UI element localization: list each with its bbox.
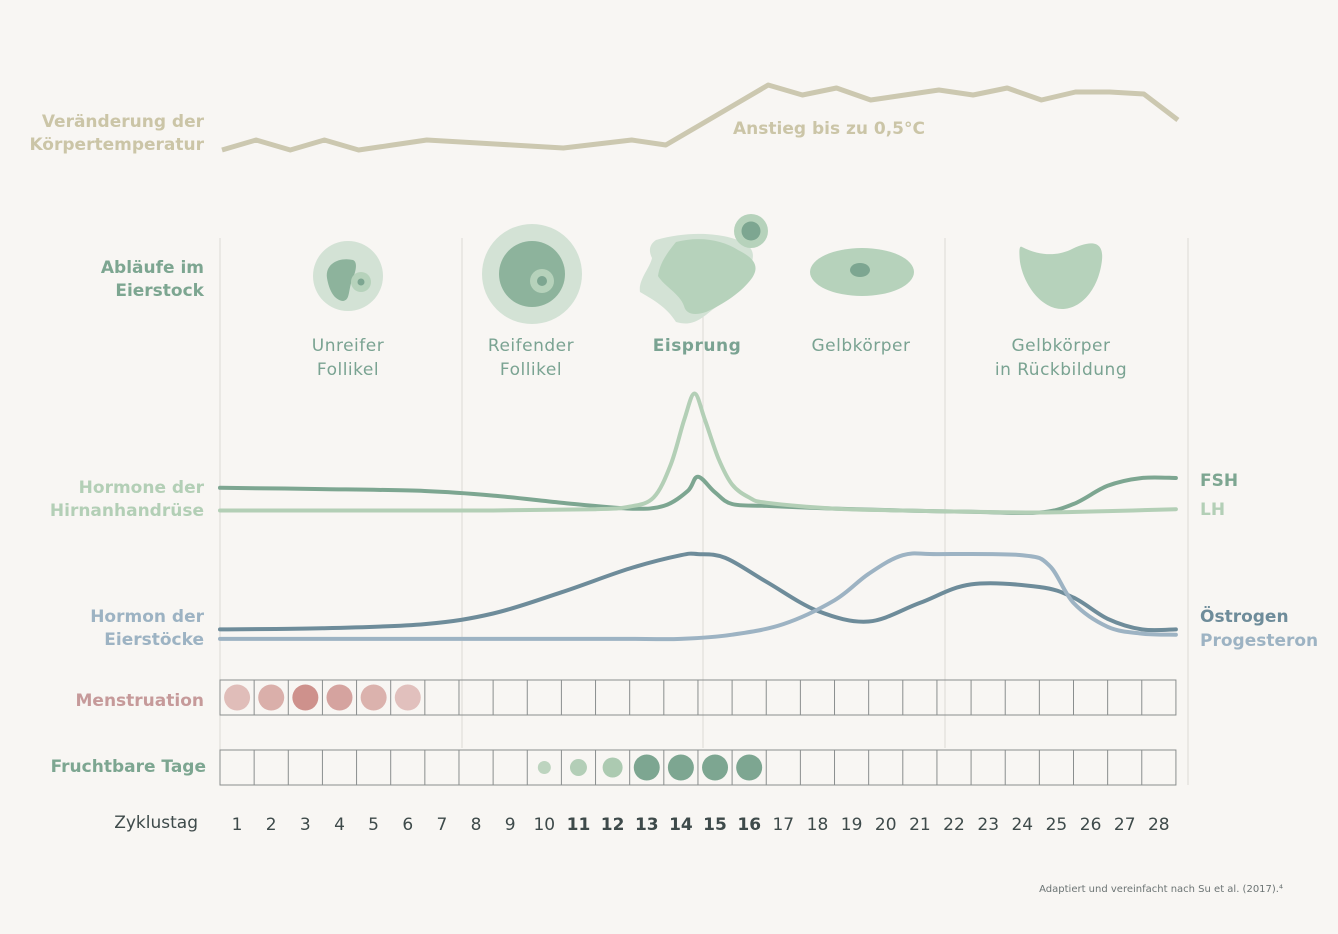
day-tick-label: 16 [737,815,761,835]
fertile-dot [633,754,660,781]
day-tick-label: 10 [533,815,555,835]
corpus-luteum-icon [810,248,914,296]
day-tick-label: 15 [703,815,727,835]
temperature-chart [221,82,1180,153]
series-label-fsh: FSH [1200,471,1238,491]
day-tick-label: 23 [977,815,999,835]
fertile-dot [602,757,623,778]
regressing-corpus-luteum-icon [1019,243,1103,309]
ovarian-label-line2: Eierstöcke [104,630,204,650]
fertile-dot [736,754,763,781]
fertile-dot [569,759,587,776]
day-tick-label: 14 [669,815,693,835]
stage-label-5: Gelbkörper [1011,336,1110,356]
temperature-label-line1: Veränderung der [42,112,205,132]
day-tick-label: 11 [567,815,591,835]
ovarian-label-line1: Hormon der [90,607,204,627]
pituitary-label-line1: Hormone der [79,478,205,498]
menstruation-dot [258,684,285,711]
day-tick-label: 25 [1046,815,1068,835]
stage-label-2-line2: Follikel [500,360,562,380]
stage-label-3: Eisprung [653,336,742,356]
fertile-label: Fruchtbare Tage [51,757,206,777]
day-tick-label: 12 [601,815,625,835]
ovary-label-line2: Eierstock [115,281,204,301]
menstruation-row [219,679,1177,716]
immature-follicle-icon [313,241,383,311]
day-tick-label: 1 [232,815,243,835]
day-tick-label: 2 [266,815,277,835]
day-tick-label: 19 [841,815,863,835]
menstruation-label: Menstruation [76,691,205,711]
temperature-annotation: Anstieg bis zu 0,5°C [733,119,925,139]
series-label-progesteron: Progesteron [1200,631,1318,651]
stage-label-2: Reifender [488,336,574,356]
day-tick-label: 24 [1011,815,1033,835]
fertile-dot [537,761,551,774]
day-tick-label: 18 [807,815,829,835]
day-tick-label: 20 [875,815,897,835]
series-label-östrogen: Östrogen [1200,605,1289,627]
stage-label-1-line2: Follikel [317,360,379,380]
pituitary-label-line2: Hirnanhandrüse [50,501,204,521]
fertile-dot [702,754,729,781]
menstruation-dot [326,684,353,711]
day-tick-label: 28 [1148,815,1170,835]
day-tick-label: 7 [436,815,447,835]
day-tick-label: 13 [635,815,659,835]
day-tick-label: 8 [471,815,482,835]
day-tick-label: 4 [334,815,345,835]
day-tick-label: 3 [300,815,311,835]
source-footnote: Adaptiert und vereinfacht nach Su et al.… [1039,884,1283,895]
day-tick-label: 9 [505,815,516,835]
day-tick-label: 6 [402,815,413,835]
ovary-stage-labels: Unreifer Follikel Reifender Follikel Eisprun… [312,336,1127,380]
temperature-label-line2: Körpertemperatur [29,135,204,155]
stage-label-5-line2: in Rückbildung [995,360,1127,380]
fertile-days-row [219,749,1177,786]
fertile-dot [667,754,694,781]
day-tick-label: 17 [772,815,794,835]
menstruation-dot [224,684,251,711]
day-tick-label: 27 [1114,815,1136,835]
ovary-label-line1: Abläufe im [101,258,204,278]
series-line-östrogen [218,551,1178,633]
maturing-follicle-icon [482,224,582,324]
day-tick-label: 26 [1080,815,1102,835]
series-line-lh [218,391,1178,515]
series-line-progesteron [218,551,1178,642]
menstruation-dot [360,684,387,711]
series-label-lh: LH [1200,500,1225,520]
menstruation-dot [292,684,319,711]
ovarian-hormone-chart: Östrogen Progesteron [218,551,1318,651]
series-line-fsh [218,474,1178,515]
cycle-day-ticks: 1 2 3 4 5 6 7 8 9 10 11 12 13 14 15 16 17 18 19 20 21 22 23 24 2… [232,815,1170,835]
ovulation-icon [639,214,768,324]
menstruation-dot [394,684,421,711]
x-axis-label: Zyklustag [114,813,198,833]
pituitary-hormone-chart: FSH LH [218,391,1238,520]
temperature-line [221,82,1180,153]
stage-label-4: Gelbkörper [811,336,910,356]
day-tick-label: 21 [909,815,931,835]
day-tick-label: 5 [368,815,379,835]
day-tick-label: 22 [943,815,965,835]
stage-label-1: Unreifer [312,336,384,356]
